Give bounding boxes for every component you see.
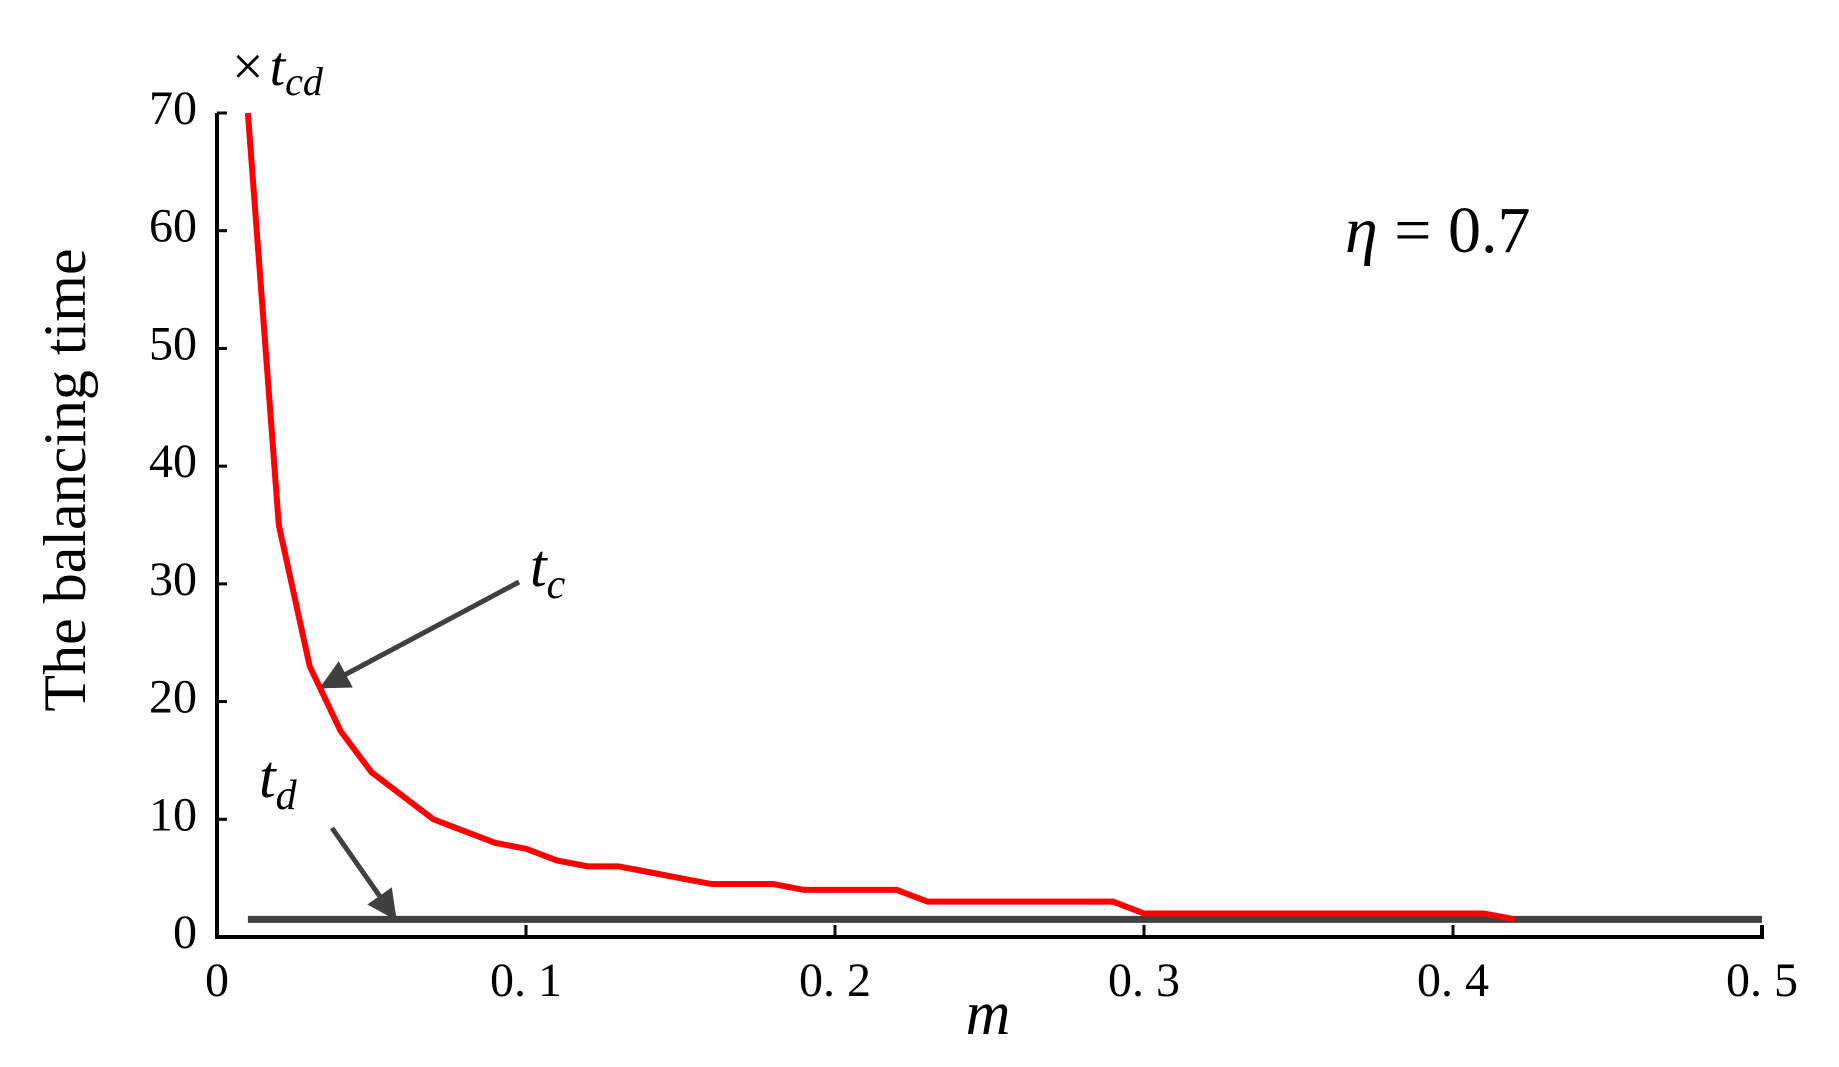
y-tick-label: 40 — [149, 435, 197, 488]
arrow — [319, 579, 521, 690]
y-tick-label: 50 — [149, 317, 197, 370]
x-tick-label: 0. 3 — [1108, 954, 1180, 1007]
y-tick-label: 10 — [149, 788, 197, 841]
x-tick-label: 0. 1 — [490, 954, 562, 1007]
x-tick-label: 0. 5 — [1726, 954, 1798, 1007]
axes — [215, 113, 1764, 939]
x-tick-label: 0. 2 — [799, 954, 871, 1007]
y-tick-label: 0 — [173, 906, 197, 959]
y-tick-label: 30 — [149, 553, 197, 606]
x-axis-title: m — [966, 980, 1011, 1048]
data-line — [244, 112, 1516, 923]
annotation: tc — [530, 533, 566, 608]
x-tick-label: 0 — [205, 954, 229, 1007]
y-tick-label: 20 — [149, 671, 197, 724]
arrow — [329, 826, 398, 921]
x-tick-label: 0. 4 — [1417, 954, 1489, 1007]
y-tick-label: 60 — [149, 200, 197, 253]
y-tick-label: 70 — [149, 82, 197, 135]
unit-label: × tcd — [232, 36, 324, 104]
annotation: η = 0.7 — [1345, 194, 1530, 267]
annotation: td — [259, 744, 298, 819]
y-axis-title: The balancing time — [32, 248, 98, 711]
